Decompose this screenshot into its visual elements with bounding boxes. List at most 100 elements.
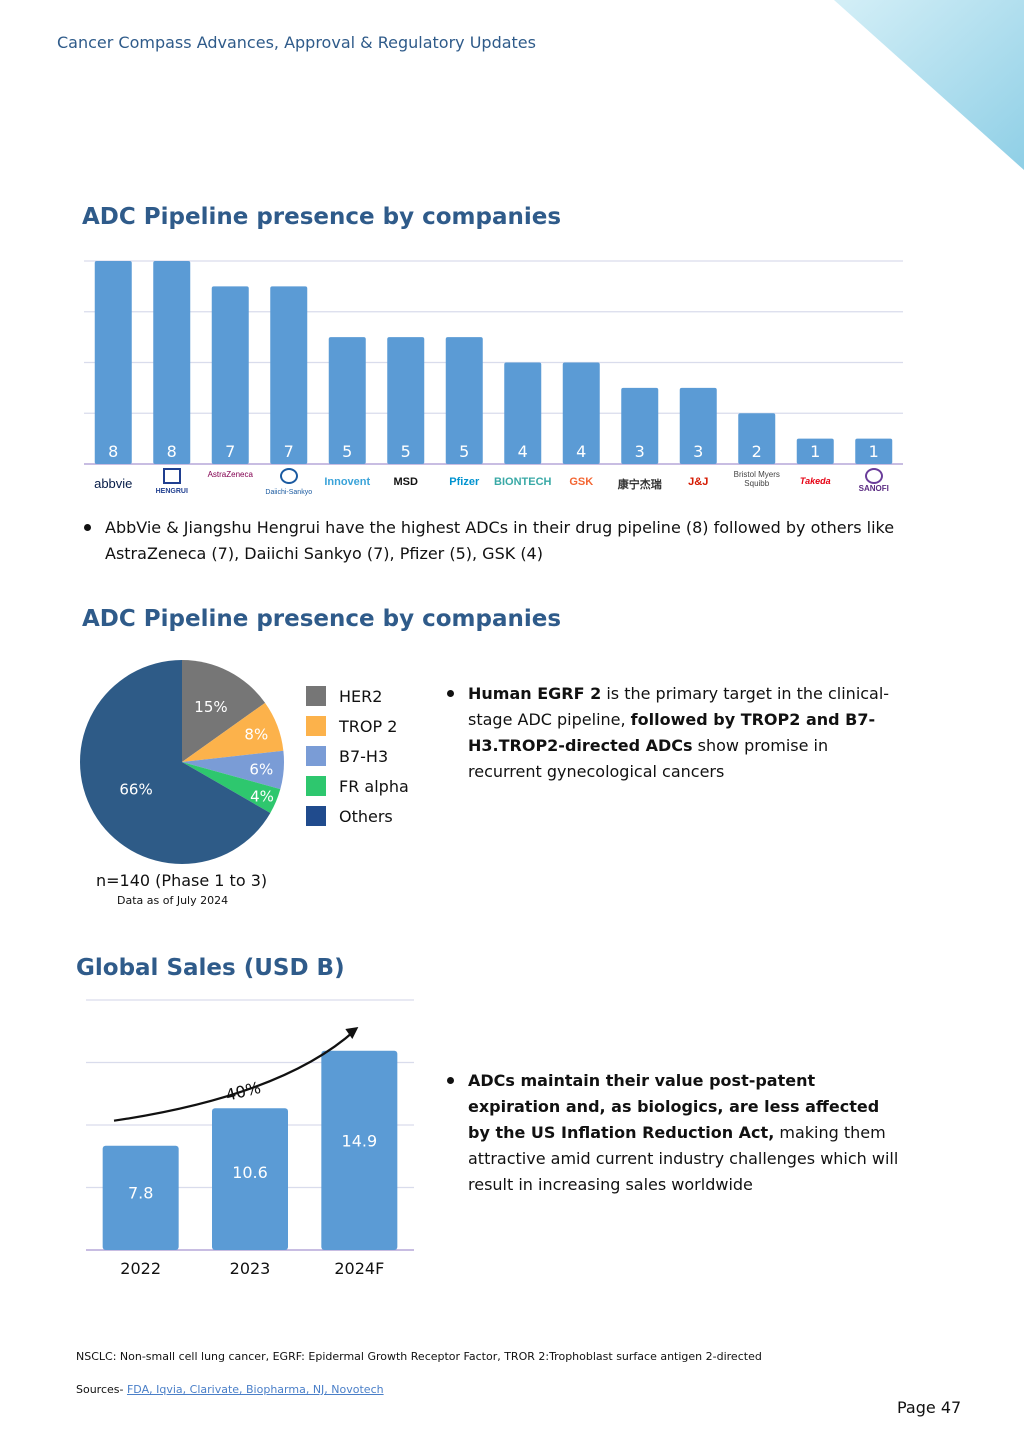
bar-3	[211, 286, 249, 464]
section3-bullet-text: making them attractive amid current indu…	[468, 1123, 899, 1194]
section1-bullet: AbbVie & Jiangshu Hengrui have the highe…	[82, 515, 912, 567]
bar-value-label: 4	[518, 442, 528, 461]
bar-5	[328, 337, 366, 464]
page-number: Page 47	[897, 1398, 962, 1417]
growth-arrow-head	[345, 1027, 359, 1039]
legend-swatch	[306, 716, 326, 736]
sales-value-label: 7.8	[128, 1184, 153, 1203]
legend-label: Others	[339, 806, 393, 826]
bar-value-label: 5	[401, 442, 411, 461]
section2-bullet-text2: show promise in recurrent gynecological …	[468, 736, 829, 781]
pfizer-logo: Pfizer	[449, 476, 480, 488]
company-bar-chart: 8 8 7 7 5 5 5 4 4 3 3 2 1 1	[84, 260, 903, 465]
legend-label: B7-H3	[339, 746, 389, 766]
jnj-logo: J&J	[688, 476, 709, 488]
section3-bullet-bold: ADCs maintain their value post-patent ex…	[468, 1071, 880, 1142]
section3-title: Global Sales (USD B)	[76, 955, 345, 981]
bar-value-label: 5	[342, 442, 352, 461]
bms-logo: Bristol Myers Squibb	[733, 470, 780, 488]
corner-decoration	[834, 0, 1024, 170]
bar-8	[504, 362, 542, 464]
sales-bar-2023	[212, 1108, 288, 1250]
corner-triangle	[834, 0, 1024, 170]
bar-value-label: 3	[693, 442, 703, 461]
bar-9	[562, 362, 600, 464]
logo-mark-icon	[864, 468, 883, 484]
legend-item: FR alpha	[306, 771, 409, 801]
section3-bullet: ADCs maintain their value post-patent ex…	[445, 1068, 900, 1198]
pie-value-label: 8%	[244, 726, 268, 744]
bar-6	[387, 337, 425, 464]
bar-value-label: 8	[108, 442, 118, 461]
sales-value-label: 14.9	[342, 1131, 378, 1150]
bar-value-label: 3	[635, 442, 645, 461]
section2-bullet: Human EGRF 2 is the primary target in th…	[445, 681, 895, 785]
legend-swatch	[306, 746, 326, 766]
pie-value-label: 66%	[119, 781, 152, 799]
sales-category-label: 2022	[120, 1259, 161, 1278]
legend-item: HER2	[306, 681, 409, 711]
legend-item: Others	[306, 801, 409, 831]
daiichi-sankyo-logo: Daiichi-Sankyo	[265, 489, 313, 496]
bar-value-label: 1	[869, 442, 879, 461]
pie-value-label: 15%	[194, 698, 227, 716]
sales-category-label: 2023	[230, 1259, 271, 1278]
msd-logo: MSD	[393, 476, 418, 488]
bar-value-label: 8	[167, 442, 177, 461]
hengrui-logo: HENGRUI	[155, 488, 188, 495]
legend-swatch	[306, 776, 326, 796]
pie-slice-others	[80, 660, 271, 864]
section2-bullet-bold1: Human EGRF 2	[468, 684, 602, 703]
bar-value-label: 5	[459, 442, 469, 461]
takeda-logo: Takeda	[799, 476, 831, 486]
bar-12	[738, 413, 776, 464]
target-pie-chart: 15% 8% 6% 4% 66%	[80, 660, 284, 864]
section1-title: ADC Pipeline presence by companies	[82, 204, 562, 230]
abbreviations-footnote: NSCLC: Non-small cell lung cancer, EGRF:…	[76, 1350, 762, 1363]
pie-legend: HER2 TROP 2 B7-H3 FR alpha Others	[306, 681, 409, 831]
pie-value-label: 6%	[249, 760, 273, 778]
document-header: Cancer Compass Advances, Approval & Regu…	[57, 33, 536, 52]
section1-bullets: AbbVie & Jiangshu Hengrui have the highe…	[82, 515, 912, 567]
section3-bullets: ADCs maintain their value post-patent ex…	[445, 1068, 900, 1198]
pie-slice-her2	[182, 660, 266, 762]
bar-value-label: 2	[752, 442, 762, 461]
legend-label: TROP 2	[339, 716, 398, 736]
bar-7	[445, 337, 483, 464]
sources-footnote: Sources- FDA, Iqvia, Clarivate, Biopharm…	[76, 1383, 384, 1396]
section2-title: ADC Pipeline presence by companies	[82, 606, 562, 632]
sources-link[interactable]: FDA, Iqvia, Clarivate, Biopharma, NJ, No…	[126, 1383, 384, 1396]
section2-bullets: Human EGRF 2 is the primary target in th…	[445, 681, 895, 785]
bar-value-label: 7	[284, 442, 294, 461]
section2-bullet-bold2: followed by TROP2 and B7-H3.TROP2-direct…	[468, 710, 876, 755]
gsk-logo: GSK	[569, 476, 594, 488]
growth-label: 40%	[224, 1078, 263, 1105]
global-sales-bar-chart: 7.8 2022 10.6 2023 14.9 2024F 40%	[86, 999, 414, 1278]
sales-category-label: 2024F	[334, 1259, 384, 1278]
bar-value-label: 7	[225, 442, 235, 461]
bar-4	[270, 286, 308, 464]
legend-item: B7-H3	[306, 741, 409, 771]
sanofi-logo: SANOFI	[858, 484, 889, 493]
innovent-logo: Innovent	[324, 476, 371, 488]
legend-label: FR alpha	[339, 776, 409, 796]
logo-mark-icon	[279, 468, 298, 484]
pie-value-label: 4%	[250, 787, 274, 805]
sources-prefix: Sources-	[76, 1383, 127, 1396]
pie-slice-trop-2	[182, 702, 284, 762]
bar-2	[153, 261, 191, 464]
pie-slice-fr-alpha	[182, 762, 281, 813]
bar-14	[855, 438, 893, 464]
bar-11	[679, 387, 717, 464]
pie-slice-b7-h3	[182, 750, 284, 790]
logo-mark-icon	[162, 468, 181, 484]
bar-value-label: 1	[810, 442, 820, 461]
growth-arrow	[113, 1029, 357, 1122]
abbvie-logo: abbvie	[94, 476, 133, 491]
astrazeneca-logo: AstraZeneca	[207, 470, 253, 479]
pie-sample-size: n=140 (Phase 1 to 3)	[96, 871, 268, 890]
company-logo-row: abbvie HENGRUI AstraZeneca Daiichi-Sankyo In…	[0, 466, 1024, 502]
sales-bar-2022	[102, 1145, 179, 1250]
sales-bar-2024F	[321, 1050, 398, 1250]
section2-bullet-text1: is the primary target in the clinical-st…	[468, 684, 890, 729]
